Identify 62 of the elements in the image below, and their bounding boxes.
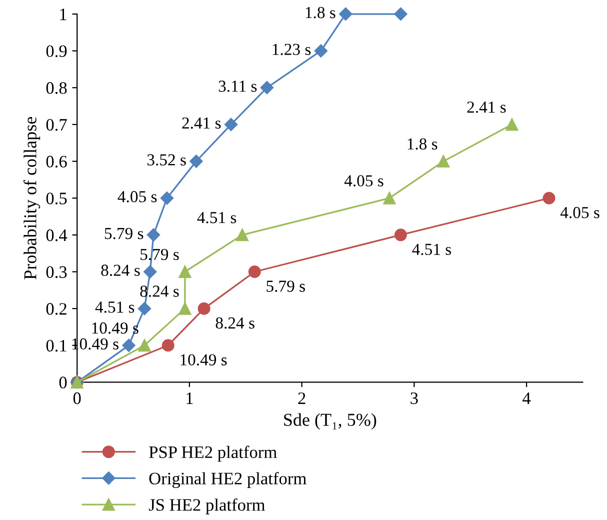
annotation: 4.51 s [95, 302, 134, 313]
point [542, 192, 556, 204]
y-tick-label: 0.9 [46, 45, 67, 58]
point [260, 81, 274, 94]
annotation: 5.79 s [104, 228, 144, 240]
y-tick-label: 0.4 [46, 229, 68, 242]
annotation: 5.79 s [266, 280, 305, 292]
point [162, 339, 174, 352]
y-tick-label: 0.5 [46, 192, 67, 204]
annotation: 3.52 s [147, 154, 186, 166]
point [146, 228, 160, 242]
y-tick-label: 0.7 [46, 118, 67, 131]
point [394, 228, 407, 242]
y-tick-label: 0 [59, 376, 67, 388]
annotation: 8.24 s [216, 317, 254, 329]
point [178, 302, 192, 315]
point [190, 154, 203, 168]
y-tick-label: 0.2 [46, 303, 66, 315]
legend-label: JS HE2 platform [148, 498, 265, 514]
point [383, 192, 396, 204]
point [236, 228, 249, 242]
y-tick-label: 0.6 [46, 156, 67, 168]
y-axis-title: Probability of collapse [24, 117, 40, 280]
annotation: 1.8 s [408, 138, 438, 150]
y-tick-label: 0.1 [46, 340, 66, 352]
x-tick-label: 3 [410, 392, 418, 404]
annotation: 4.51 s [197, 212, 236, 224]
y-tick-label: 1 [60, 8, 66, 20]
annotation: 2.41 s [182, 117, 221, 129]
annotation: 10.49 s [180, 354, 227, 366]
x-tick-label: 0 [73, 392, 81, 404]
annotation: 4.51 s [412, 244, 452, 256]
point [314, 44, 328, 58]
annotation: 2.41 s [467, 102, 506, 113]
x-axis-title: Sde (T₁, 5%) [284, 413, 376, 430]
annotation: 3.11 s [218, 80, 257, 92]
x-tick-label: 2 [298, 392, 306, 404]
point [224, 118, 238, 132]
annotation: 8.24 s [101, 264, 140, 276]
x-tick-label: 4 [522, 392, 531, 404]
point [138, 302, 152, 316]
annotation: 4.05 s [344, 175, 384, 186]
legend-label: Original HE2 platform [149, 472, 306, 488]
point [178, 266, 192, 278]
annotation: 4.05 s [560, 206, 600, 218]
y-tick-label: 0.8 [46, 82, 67, 94]
annotation: 1.23 s [272, 44, 311, 56]
point [248, 266, 261, 278]
point [122, 338, 136, 352]
annotation: 4.05 s [118, 191, 157, 202]
x-tick-label: 1 [186, 392, 193, 404]
point [144, 265, 157, 278]
point [506, 118, 518, 131]
point [437, 155, 450, 168]
legend-label: PSP HE2 platform [149, 446, 277, 462]
point [160, 192, 174, 205]
point [198, 302, 210, 315]
point [394, 7, 408, 21]
point [339, 7, 352, 21]
point [138, 339, 151, 352]
annotation: 1.8 s [306, 6, 336, 18]
y-tick-label: 0.3 [46, 266, 67, 278]
